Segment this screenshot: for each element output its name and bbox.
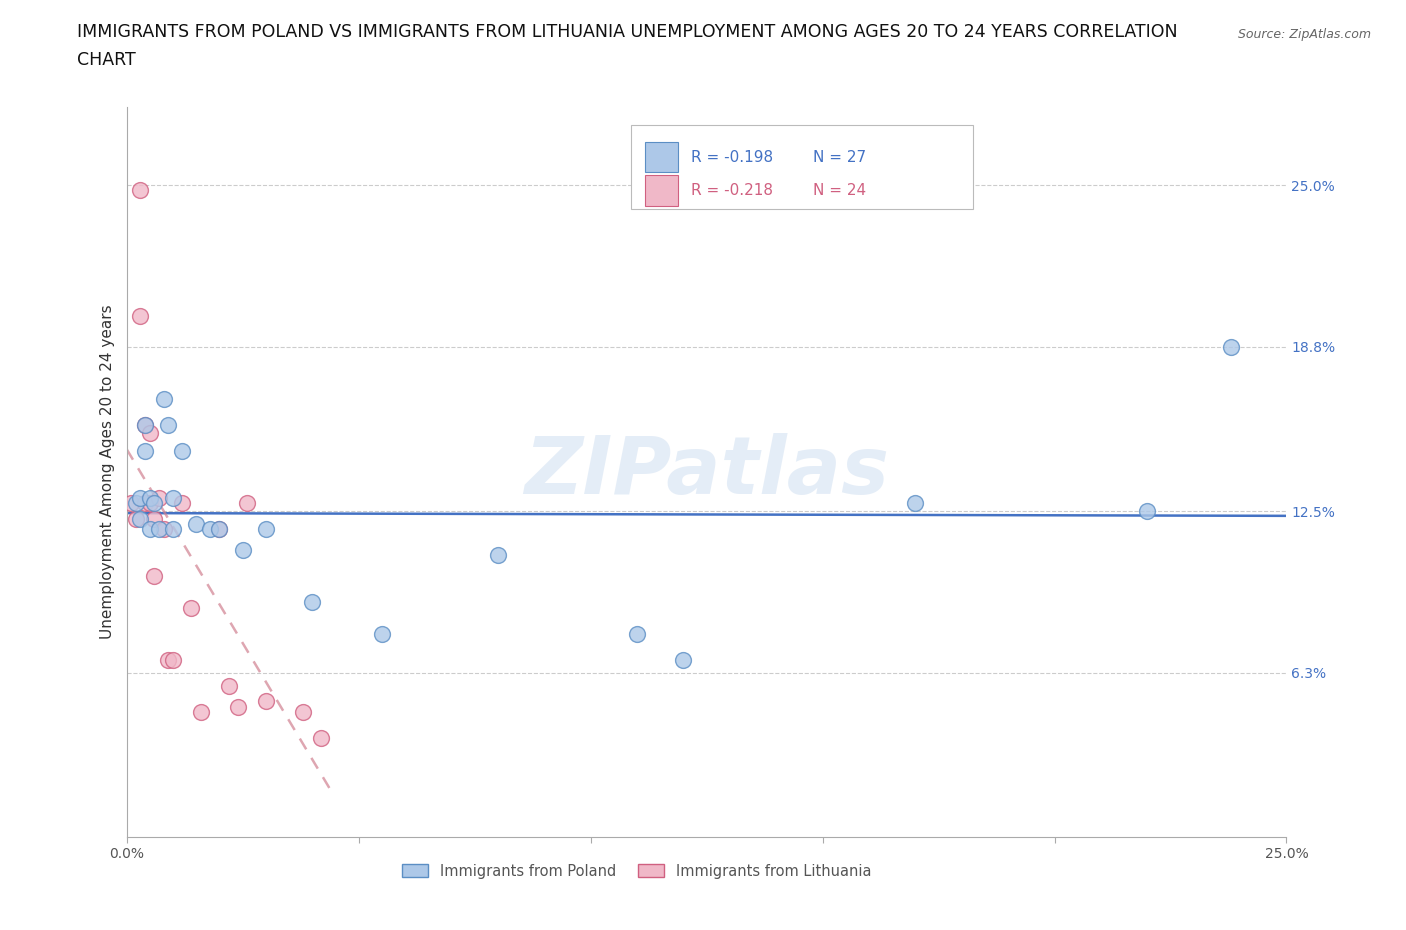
Point [208, 522, 231, 537]
Point [157, 652, 180, 667]
Point [120, 496, 142, 511]
Legend: Immigrants from Poland, Immigrants from Lithuania: Immigrants from Poland, Immigrants from … [396, 857, 877, 884]
Point [672, 652, 695, 667]
Point [152, 522, 174, 537]
Point [186, 517, 208, 532]
FancyBboxPatch shape [645, 141, 678, 172]
FancyBboxPatch shape [631, 126, 973, 209]
Point [134, 496, 156, 511]
Point [172, 496, 194, 511]
Point [486, 548, 509, 563]
Point [143, 512, 166, 526]
Point [138, 425, 162, 440]
Point [1219, 339, 1241, 354]
Point [129, 512, 152, 526]
Point [129, 308, 152, 323]
Point [208, 522, 231, 537]
Point [311, 730, 333, 745]
Text: CHART: CHART [77, 51, 136, 69]
Point [138, 522, 162, 537]
Text: R = -0.198: R = -0.198 [692, 150, 773, 165]
Text: ZIPatlas: ZIPatlas [524, 433, 889, 511]
Point [291, 704, 314, 719]
Point [301, 595, 323, 610]
Point [129, 183, 152, 198]
Point [180, 600, 202, 615]
Point [134, 418, 156, 432]
Point [254, 522, 277, 537]
Point [157, 418, 180, 432]
Point [143, 496, 166, 511]
Point [198, 522, 221, 537]
Text: IMMIGRANTS FROM POLAND VS IMMIGRANTS FROM LITHUANIA UNEMPLOYMENT AMONG AGES 20 T: IMMIGRANTS FROM POLAND VS IMMIGRANTS FRO… [77, 23, 1178, 41]
Point [148, 491, 170, 506]
Point [138, 491, 162, 506]
Point [134, 444, 156, 458]
Point [162, 491, 184, 506]
Point [1136, 504, 1159, 519]
Text: R = -0.218: R = -0.218 [692, 183, 773, 198]
Point [626, 626, 648, 641]
Text: N = 27: N = 27 [813, 150, 866, 165]
Point [172, 444, 194, 458]
Point [190, 704, 212, 719]
Y-axis label: Unemployment Among Ages 20 to 24 years: Unemployment Among Ages 20 to 24 years [100, 305, 115, 639]
Point [162, 652, 184, 667]
Point [134, 418, 156, 432]
Point [236, 496, 259, 511]
Point [162, 522, 184, 537]
Point [125, 512, 148, 526]
Point [371, 626, 394, 641]
Point [226, 699, 249, 714]
Point [218, 678, 240, 693]
Text: N = 24: N = 24 [813, 183, 866, 198]
FancyBboxPatch shape [645, 176, 678, 206]
Point [143, 569, 166, 584]
Point [904, 496, 927, 511]
Point [254, 694, 277, 709]
Point [231, 543, 254, 558]
Point [129, 491, 152, 506]
Point [138, 496, 162, 511]
Point [125, 496, 148, 511]
Point [152, 392, 174, 406]
Point [148, 522, 170, 537]
Text: Source: ZipAtlas.com: Source: ZipAtlas.com [1237, 28, 1371, 41]
